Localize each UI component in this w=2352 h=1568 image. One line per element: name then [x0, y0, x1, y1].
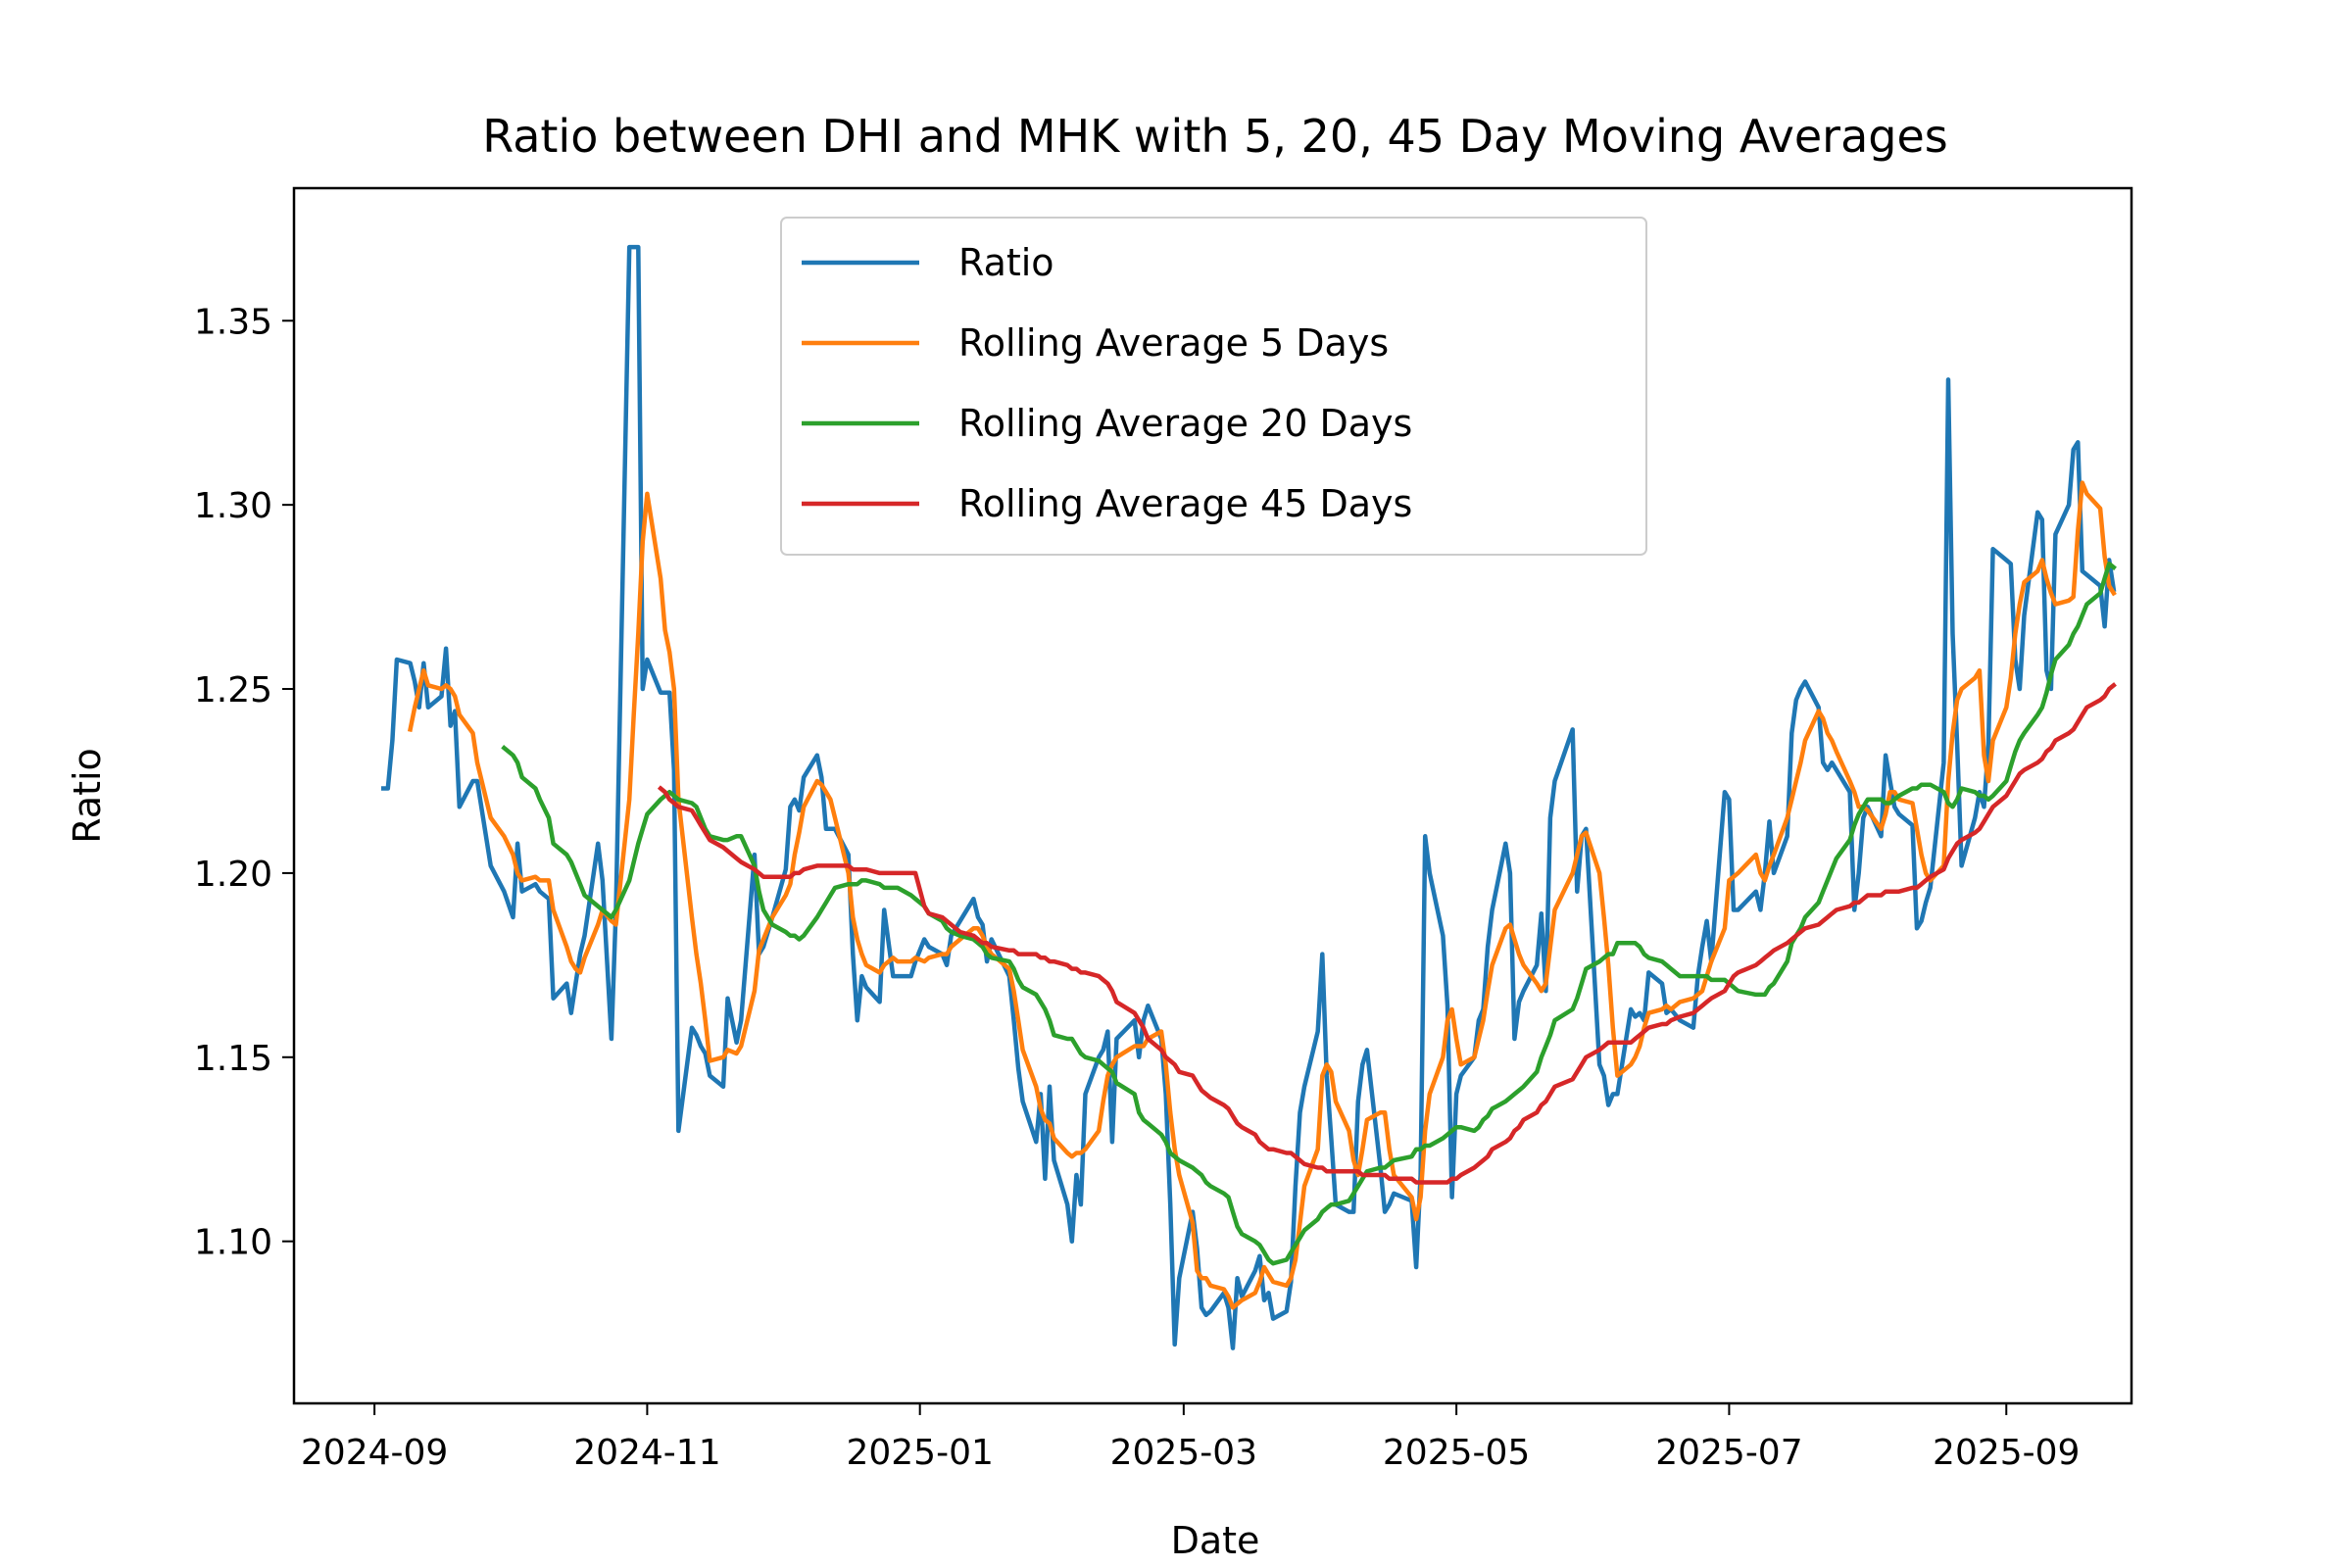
x-tick-label: 2024-09	[301, 1433, 448, 1473]
series-line-4	[657, 682, 2117, 1185]
y-tick-label: 1.15	[194, 1039, 272, 1079]
x-tick-label: 2025-03	[1110, 1433, 1257, 1473]
legend-label-3: Rolling Average 20 Days	[958, 402, 1412, 445]
legend-label-1: Ratio	[958, 241, 1054, 284]
y-tick-label: 1.20	[194, 855, 272, 895]
x-axis: 2024-09 2024-11 2025-01 2025-03 2025-05 2025-…	[301, 1403, 2080, 1473]
chart-title: Ratio between DHI and MHK with 5, 20, 45…	[482, 110, 1947, 163]
series-line-2	[407, 480, 2117, 1310]
legend-box	[780, 217, 1647, 556]
legend: Ratio Rolling Average 5 Days Rolling Avera…	[780, 217, 1647, 556]
y-axis-title: Ratio	[66, 748, 109, 844]
plot-frame	[292, 186, 2133, 1405]
legend-entries: Ratio Rolling Average 5 Days Rolling Avera…	[802, 241, 1412, 525]
legend-label-4: Rolling Average 45 Days	[958, 482, 1412, 525]
y-tick-label: 1.25	[194, 670, 272, 710]
x-axis-title: Date	[1171, 1519, 1260, 1562]
x-tick-label: 2025-01	[846, 1433, 993, 1473]
x-tick-label: 2025-05	[1383, 1433, 1530, 1473]
series-line-3	[501, 562, 2117, 1266]
y-tick-label: 1.35	[194, 302, 272, 342]
y-tick-label: 1.10	[194, 1223, 272, 1263]
series-line-1	[380, 244, 2117, 1350]
y-tick-label: 1.30	[194, 486, 272, 526]
x-tick-label: 2024-11	[573, 1433, 720, 1473]
x-tick-label: 2025-07	[1655, 1433, 1802, 1473]
series-layer	[380, 244, 2117, 1350]
legend-label-2: Rolling Average 5 Days	[958, 321, 1389, 365]
y-axis: 1.10 1.15 1.20 1.25 1.30 1.35	[194, 302, 294, 1263]
x-tick-label: 2025-09	[1933, 1433, 2080, 1473]
